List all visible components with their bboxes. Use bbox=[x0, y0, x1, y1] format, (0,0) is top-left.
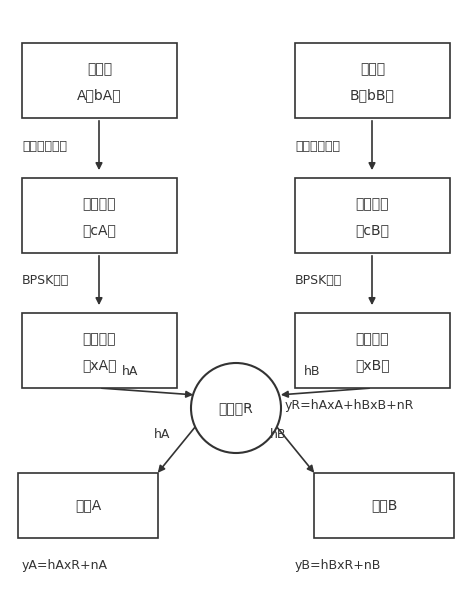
Text: hB: hB bbox=[270, 428, 286, 441]
Bar bbox=[295, 313, 450, 388]
Text: BPSK调制: BPSK调制 bbox=[295, 273, 342, 286]
Text: A（bA）: A（bA） bbox=[77, 88, 122, 103]
Bar bbox=[22, 313, 177, 388]
Text: B（bB）: B（bB） bbox=[350, 88, 395, 103]
Text: （cA）: （cA） bbox=[83, 224, 117, 238]
Bar bbox=[18, 473, 158, 538]
Text: （xA）: （xA） bbox=[82, 359, 117, 372]
Text: yB=hBxR+nB: yB=hBxR+nB bbox=[295, 559, 381, 572]
Text: hA: hA bbox=[154, 428, 170, 441]
Text: （cB）: （cB） bbox=[355, 224, 389, 238]
Text: hA: hA bbox=[122, 365, 138, 378]
Bar bbox=[295, 178, 450, 253]
Text: 调制信号: 调制信号 bbox=[356, 332, 389, 346]
Text: yA=hAxR+nA: yA=hAxR+nA bbox=[22, 559, 108, 572]
Text: 线性信道编码: 线性信道编码 bbox=[295, 139, 340, 152]
Text: 资源码字: 资源码字 bbox=[83, 197, 116, 211]
Text: 源节点: 源节点 bbox=[87, 62, 112, 76]
Text: 线性信道编码: 线性信道编码 bbox=[22, 139, 67, 152]
Text: BPSK调制: BPSK调制 bbox=[22, 273, 69, 286]
Bar bbox=[295, 43, 450, 118]
Text: yR=hAxA+hBxB+nR: yR=hAxA+hBxB+nR bbox=[285, 398, 414, 412]
Bar bbox=[22, 43, 177, 118]
Text: 节点B: 节点B bbox=[371, 499, 397, 512]
Bar bbox=[22, 178, 177, 253]
Text: （xB）: （xB） bbox=[355, 359, 390, 372]
Text: hB: hB bbox=[304, 365, 320, 378]
Text: 资源码字: 资源码字 bbox=[356, 197, 389, 211]
Text: 中继点R: 中继点R bbox=[219, 401, 253, 415]
Text: 源节点: 源节点 bbox=[360, 62, 385, 76]
Bar bbox=[314, 473, 454, 538]
Text: 调制信号: 调制信号 bbox=[83, 332, 116, 346]
Ellipse shape bbox=[191, 363, 281, 453]
Text: 节点A: 节点A bbox=[75, 499, 101, 512]
